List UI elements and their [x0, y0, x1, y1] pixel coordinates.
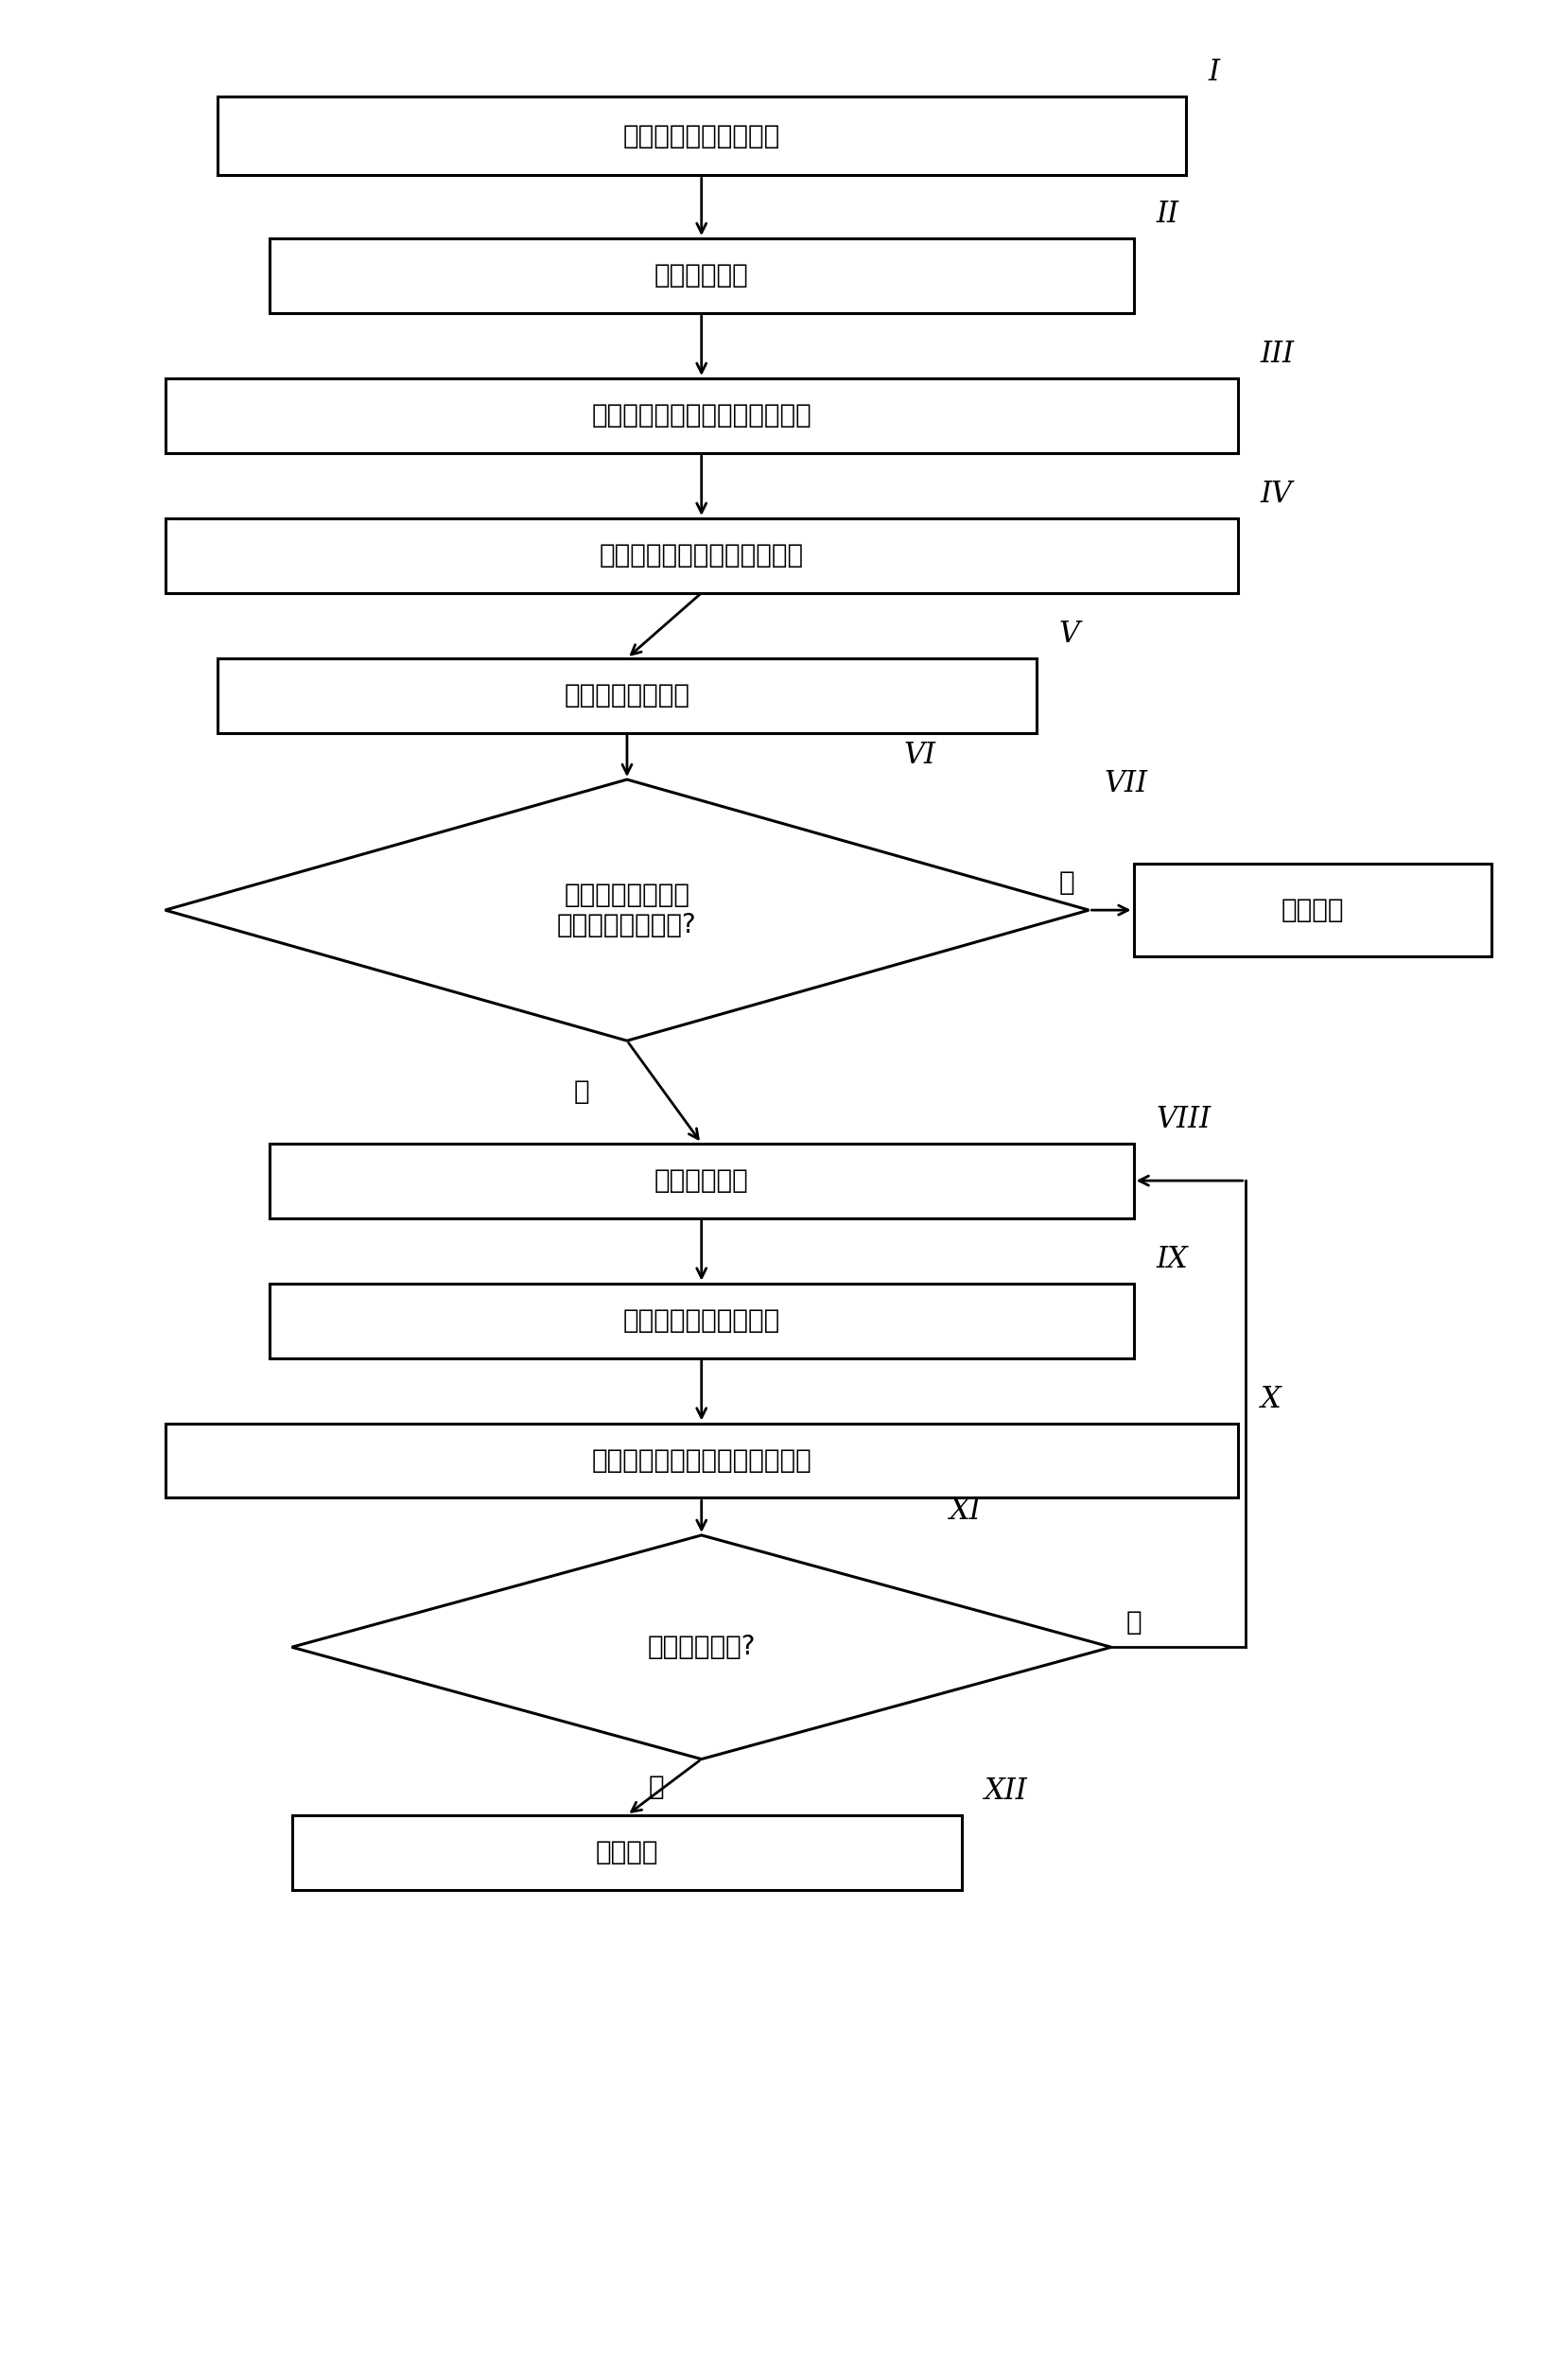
Text: 选择扫描参数: 选择扫描参数 — [655, 1169, 748, 1195]
Bar — [165, 519, 1238, 593]
Text: 根据不同的模型进行定位器扫描: 根据不同的模型进行定位器扫描 — [591, 402, 812, 428]
Bar — [217, 95, 1186, 176]
Text: 模型与定位器扫描
的偏差是否足够小?: 模型与定位器扫描 的偏差是否足够小? — [557, 881, 697, 938]
Text: 否: 否 — [649, 1773, 664, 1799]
Text: 在定位器扫描中提取目标结构: 在定位器扫描中提取目标结构 — [599, 543, 804, 569]
Bar — [165, 1423, 1238, 1497]
Text: V: V — [1058, 619, 1080, 650]
Bar — [217, 659, 1037, 733]
Polygon shape — [165, 781, 1090, 1040]
Text: I: I — [1207, 57, 1220, 86]
Text: II: II — [1156, 200, 1178, 228]
Text: VI: VI — [903, 740, 936, 771]
Bar — [1133, 864, 1491, 957]
Text: 需要继续测量?: 需要继续测量? — [647, 1635, 756, 1661]
Bar — [292, 1816, 962, 1890]
Text: 对模型进行个性化: 对模型进行个性化 — [563, 683, 691, 709]
Text: 对扫描参数进行个性化: 对扫描参数进行个性化 — [622, 1307, 781, 1333]
Text: 是: 是 — [1127, 1609, 1142, 1635]
Bar — [270, 1142, 1133, 1219]
Bar — [270, 238, 1133, 314]
Text: 确定待检查的身体部位: 确定待检查的身体部位 — [622, 121, 781, 150]
Text: 结束测量: 结束测量 — [596, 1840, 658, 1866]
Text: VIII: VIII — [1156, 1104, 1211, 1133]
Text: VII: VII — [1103, 769, 1147, 797]
Text: 选择解剖模型: 选择解剖模型 — [655, 262, 748, 288]
Text: XII: XII — [984, 1775, 1027, 1806]
Text: 手动规划: 手动规划 — [1280, 897, 1344, 923]
Text: III: III — [1260, 340, 1294, 369]
Text: IV: IV — [1260, 481, 1293, 509]
Polygon shape — [292, 1535, 1111, 1759]
Text: IX: IX — [1156, 1245, 1187, 1273]
Text: X: X — [1260, 1385, 1280, 1414]
Text: 否: 否 — [1058, 869, 1074, 897]
Text: 利用个性化的扫描参数进行测量: 利用个性化的扫描参数进行测量 — [591, 1447, 812, 1473]
Text: 是: 是 — [574, 1078, 590, 1104]
Text: XI: XI — [950, 1497, 981, 1526]
Bar — [270, 1283, 1133, 1359]
Bar — [165, 378, 1238, 452]
